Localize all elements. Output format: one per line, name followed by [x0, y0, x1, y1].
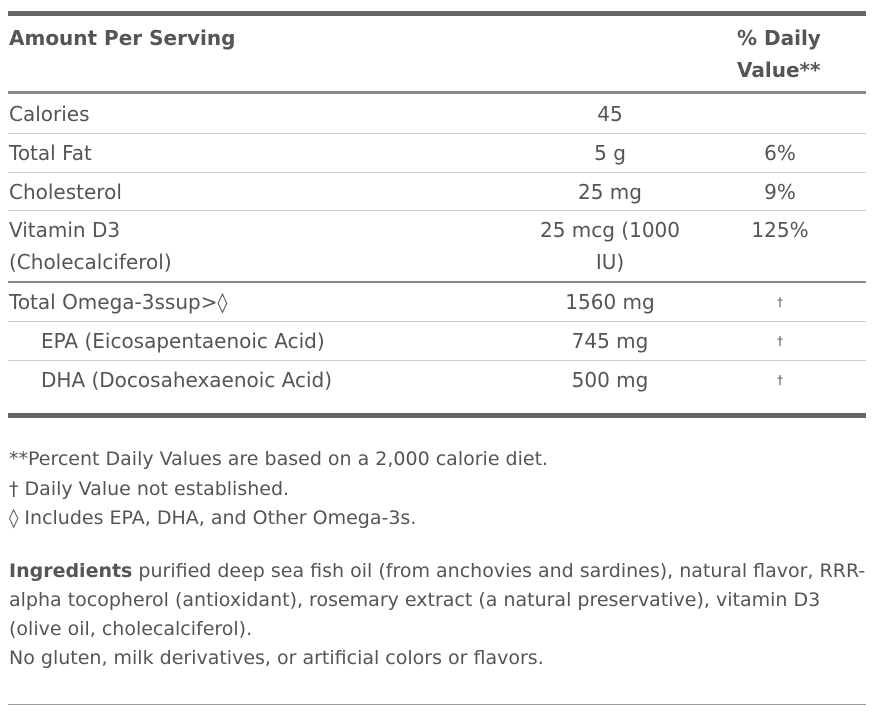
row-rule	[8, 321, 866, 322]
dv-header: % Daily Value**	[737, 26, 821, 82]
footnote: † Daily Value not established.	[9, 478, 290, 500]
row-dv: 9%	[764, 180, 796, 204]
row-rule	[8, 133, 866, 134]
row-amount: 500 mg	[571, 368, 649, 392]
row-name: Total Omega-3ssup>◊	[9, 290, 228, 314]
amount-header: Amount Per Serving	[9, 26, 236, 50]
footnote: **Percent Daily Values are based on a 2,…	[9, 448, 549, 470]
row-amount: 25 mcg (1000 IU)	[539, 218, 681, 274]
bottom-rule	[8, 413, 866, 418]
ingredients-label: Ingredients	[9, 560, 133, 582]
top-rule	[8, 11, 866, 16]
row-amount: 5 g	[594, 141, 626, 165]
row-dv: †	[777, 295, 783, 309]
row-rule	[8, 210, 866, 211]
row-rule	[8, 172, 866, 173]
row-name: DHA (Docosahexaenoic Acid)	[41, 368, 333, 392]
header-rule	[8, 91, 866, 94]
row-name: Calories	[9, 102, 90, 126]
row-dv: †	[777, 334, 783, 348]
row-dv: 125%	[751, 218, 809, 242]
row-amount: 25 mg	[578, 180, 642, 204]
row-dv: 6%	[764, 141, 796, 165]
section-rule	[8, 281, 866, 283]
row-amount: 745 mg	[571, 329, 649, 353]
footnote: ◊ Includes EPA, DHA, and Other Omega-3s.	[9, 507, 417, 529]
row-amount: 45	[597, 102, 623, 126]
end-rule	[8, 704, 866, 705]
row-name: Vitamin D3 (Cholecalciferol)	[9, 218, 172, 274]
row-amount: 1560 mg	[565, 290, 655, 314]
row-name: EPA (Eicosapentaenoic Acid)	[41, 329, 325, 353]
ingredients-note: No gluten, milk derivatives, or artifici…	[9, 647, 544, 669]
ingredients: Ingredients purified deep sea fish oil (…	[9, 557, 867, 644]
row-name: Total Fat	[9, 141, 92, 165]
row-dv: †	[777, 373, 783, 387]
row-rule	[8, 360, 866, 361]
ingredients-text: purified deep sea fish oil (from anchovi…	[9, 560, 866, 640]
row-name: Cholesterol	[9, 180, 122, 204]
